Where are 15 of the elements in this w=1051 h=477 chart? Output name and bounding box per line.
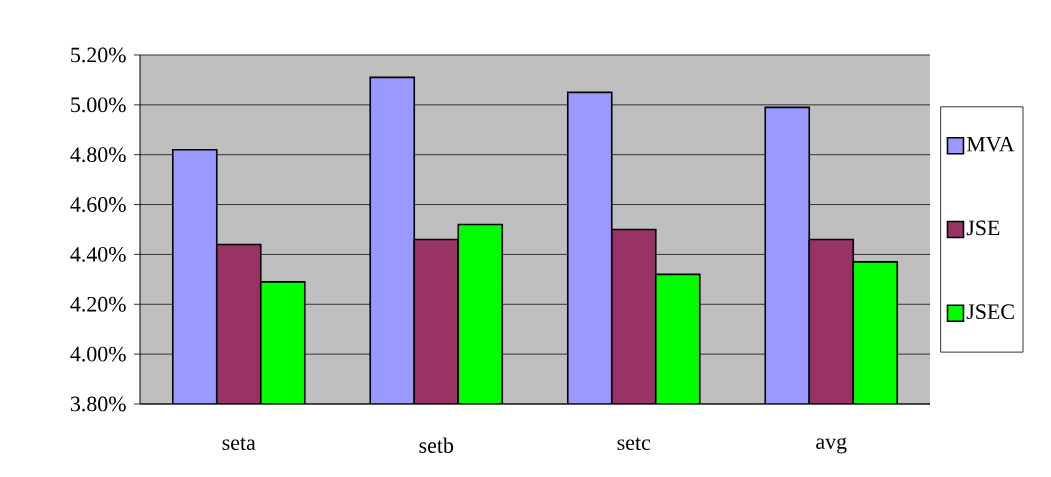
legend-label: JSEC: [966, 304, 1014, 320]
x-tick-label: seta: [222, 437, 256, 451]
x-tick-label: avg: [816, 437, 847, 454]
y-tick-label: 3.80%: [70, 396, 126, 412]
legend-label: MVA: [966, 136, 1015, 152]
y-tick-label: 5.20%: [71, 47, 126, 63]
y-tick-label: 4.20%: [70, 296, 126, 312]
y-tick-label: 5.00%: [71, 97, 126, 113]
x-tick-label: setc: [617, 437, 651, 451]
y-tick-label: 4.80%: [70, 147, 126, 163]
legend-label: JSE: [966, 220, 1000, 236]
y-tick-label: 4.00%: [70, 346, 126, 362]
y-tick-label: 4.60%: [70, 197, 126, 212]
x-tick-label: setb: [419, 437, 454, 453]
y-tick-label: 4.40%: [70, 246, 126, 262]
